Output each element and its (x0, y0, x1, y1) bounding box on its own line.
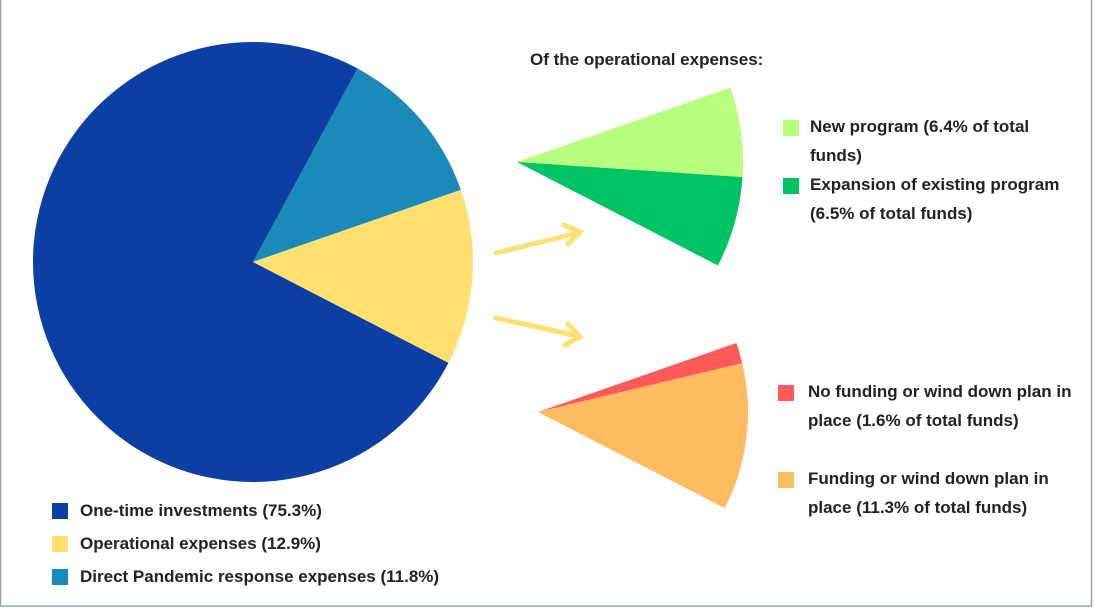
pie-slice (253, 189, 473, 363)
pie-slice (517, 87, 743, 178)
pie-slice (253, 68, 461, 263)
arrows (493, 222, 585, 348)
legend-swatch (778, 472, 794, 488)
legend-label: One-time investments (75.3%) (80, 501, 322, 520)
legend-label: No funding or wind down plan in place (1… (808, 382, 1072, 430)
pie-slice (517, 162, 743, 266)
legend-label: Funding or wind down plan in place (11.3… (808, 469, 1049, 517)
subtitle: Of the operational expenses: (530, 50, 764, 69)
legend-swatch (778, 385, 794, 401)
legend-swatch (783, 120, 799, 136)
legend-swatch (52, 536, 68, 552)
pie-slice (538, 342, 743, 412)
legend-swatch (783, 178, 799, 194)
pie-slice (538, 363, 748, 509)
legend-label: Operational expenses (12.9%) (80, 534, 321, 553)
legend-swatch (52, 503, 68, 519)
pie-slice (32, 41, 449, 482)
legend-label: Expansion of existing program (6.5% of t… (810, 175, 1060, 223)
legend-label: Direct Pandemic response expenses (11.8%… (80, 567, 440, 586)
legend-label: New program (6.4% of total funds) (810, 117, 1030, 165)
legend-swatch (52, 569, 68, 585)
